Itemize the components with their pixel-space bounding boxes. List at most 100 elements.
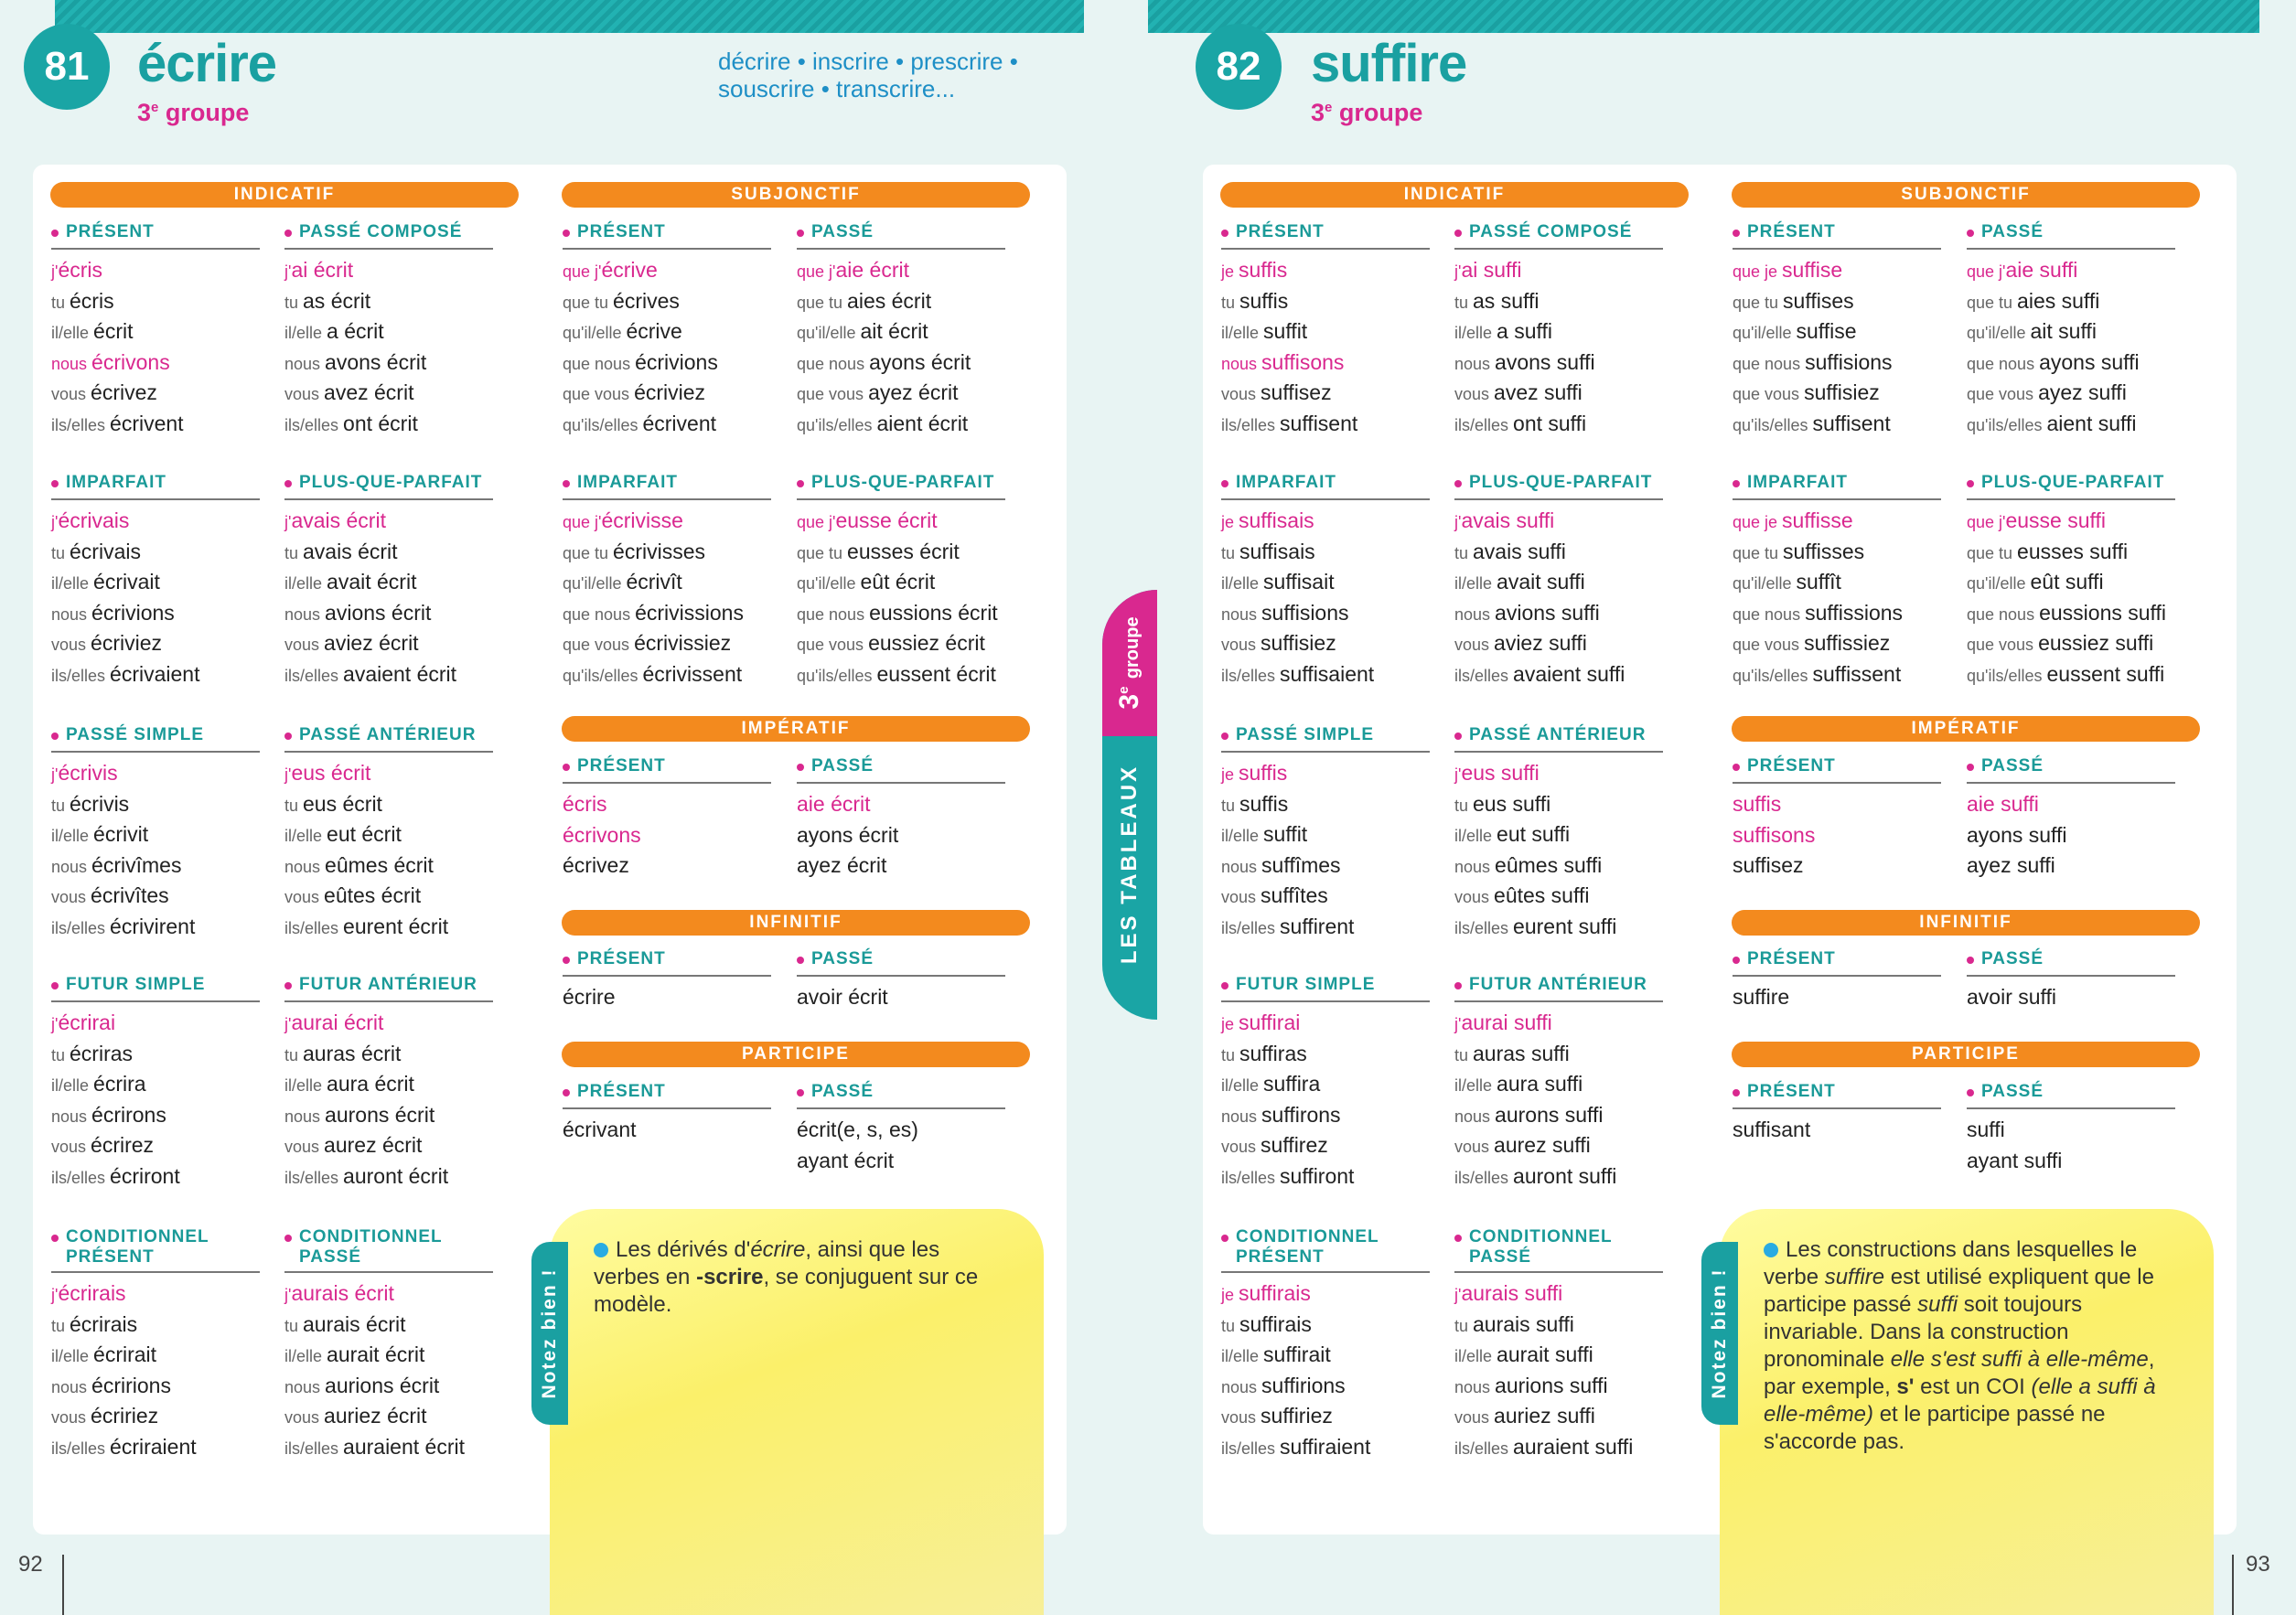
pronoun: j'	[1454, 1015, 1462, 1033]
conjugation-row: tu eus écrit	[284, 789, 493, 820]
verb-form: écrivant	[563, 1118, 637, 1141]
verb-form: aurai écrit	[291, 1011, 384, 1034]
conjugation-row: ils/elles eurent écrit	[284, 912, 493, 943]
pronoun: il/elle	[1221, 827, 1264, 845]
conjugation-row: nous aurons écrit	[284, 1100, 493, 1131]
verb-form: eussent suffi	[2046, 661, 2165, 686]
conjugation-row: ils/elles écriront	[51, 1161, 260, 1193]
conjugation-row: nous écririons	[51, 1371, 260, 1402]
verb-form: ayez écrit	[797, 853, 887, 877]
verb-form: avais suffi	[1473, 539, 1566, 563]
conjugation-row: ils/elles écrivirent	[51, 912, 260, 943]
tense-label: PRÉSENT	[1733, 222, 1941, 250]
tense-label: PASSÉ	[1967, 222, 2175, 250]
pronoun: il/elle	[1221, 324, 1264, 342]
conjugation-row: ils/elles auraient écrit	[284, 1432, 493, 1463]
conjugation-row: que vous écrivissiez	[563, 628, 771, 659]
conjugation-row: suffire	[1733, 982, 1941, 1013]
verb-form: ayez écrit	[868, 380, 959, 404]
verb-form: écrivais	[70, 539, 141, 563]
pronoun: qu'il/elle	[563, 574, 627, 593]
left-page: 81 écrire 3e groupe décrire • inscrire • pr…	[18, 0, 1084, 1615]
pronoun: ils/elles	[1454, 1439, 1514, 1458]
pronoun: j'	[51, 765, 59, 784]
verb-form: eût suffi	[2030, 570, 2104, 594]
conjugation-row: ils/elles auront écrit	[284, 1161, 493, 1193]
conjugation-row: j'avais suffi	[1454, 506, 1663, 537]
conjugation-row: nous eûmes suffi	[1454, 850, 1663, 882]
conjugation-row: ils/elles écrivent	[51, 409, 260, 440]
pronoun: tu	[51, 1316, 70, 1335]
pronoun: tu	[1454, 543, 1474, 562]
tense-block: PLUS-QUE-PARFAIT j'avais suffi tu avais su…	[1454, 473, 1663, 690]
pronoun: nous	[1454, 857, 1496, 876]
pronoun: tu	[1454, 293, 1474, 312]
header-stripe	[55, 0, 1084, 33]
verb-form: écriraient	[110, 1434, 197, 1459]
pronoun: qu'il/elle	[1967, 324, 2031, 342]
conjugation-row: je suffis	[1221, 255, 1430, 286]
tense-label: PRÉSENT	[51, 222, 260, 250]
conjugation-row: nous avions écrit	[284, 598, 493, 629]
verb-form: eussiez écrit	[868, 631, 985, 655]
tense-label: PRÉSENT	[563, 1082, 771, 1109]
verb-form: suffîmes	[1261, 852, 1341, 877]
conjugation-row: il/elle aura suffi	[1454, 1069, 1663, 1100]
conjugation-row: que nous ayons suffi	[1967, 348, 2175, 379]
tense-label: FUTUR ANTÉRIEUR	[1454, 975, 1663, 1002]
verb-form: écrive	[601, 258, 658, 282]
note-text: Les dérivés d'écrire, ainsi que les verb…	[594, 1237, 979, 1317]
pronoun: nous	[51, 857, 92, 876]
pronoun: tu	[1454, 796, 1474, 815]
verb-form: suffiraient	[1280, 1434, 1371, 1459]
verb-form: as écrit	[303, 288, 371, 313]
bullet-dot	[594, 1243, 608, 1257]
side-tab[interactable]: 3e groupe LES TABLEAUX	[1102, 590, 1157, 1020]
conjugation-row: tu eus suffi	[1454, 789, 1663, 820]
verb-form: avait écrit	[327, 570, 417, 594]
pronoun: qu'ils/elles	[563, 666, 643, 685]
conjugation-row: que tu aies écrit	[797, 286, 1005, 317]
conjugation-row: vous suffisez	[1221, 378, 1430, 409]
pronoun: que tu	[1967, 543, 2018, 562]
tense-label: PLUS-QUE-PARFAIT	[797, 473, 1005, 500]
pronoun: j'	[284, 1286, 292, 1304]
tense-block: PASSÉ aie suffi ayons suffi ayez suffi	[1967, 756, 2175, 882]
tense-label: PASSÉ COMPOSÉ	[284, 222, 493, 250]
tense-label: FUTUR SIMPLE	[1221, 975, 1430, 1002]
pronoun: vous	[284, 1408, 325, 1427]
pronoun: qu'il/elle	[797, 324, 861, 342]
conjugation-row: ayons écrit	[797, 820, 1005, 851]
conjugation-row: vous suffîtes	[1221, 881, 1430, 912]
conjugation-row: ayant suffi	[1967, 1146, 2175, 1177]
verb-form: avait suffi	[1497, 570, 1585, 594]
header-stripe	[1148, 0, 2259, 33]
conjugation-row: j'aurais écrit	[284, 1278, 493, 1310]
pronoun: il/elle	[1454, 827, 1497, 845]
tense-label: PASSÉ	[1967, 1082, 2175, 1109]
note-box	[1720, 1209, 2214, 1615]
pronoun: j'	[284, 513, 292, 531]
verb-form: ayez suffi	[2038, 380, 2127, 404]
conjugation-row: suffi	[1967, 1115, 2175, 1146]
verb-form: écrirez	[91, 1133, 155, 1157]
verb-number-badge: 81	[24, 24, 110, 110]
conjugation-row: que nous eussions écrit	[797, 598, 1005, 629]
pronoun: tu	[1221, 1045, 1240, 1064]
verb-form: eusse écrit	[835, 508, 938, 532]
verb-form: suffisez	[1261, 380, 1332, 404]
verb-form: ont suffi	[1513, 411, 1587, 435]
tense-label: PASSÉ	[797, 1082, 1005, 1109]
pronoun: j'	[1454, 262, 1462, 281]
conjugation-row: qu'il/elle suffise	[1733, 316, 1941, 348]
verb-form: suffirais	[1239, 1311, 1312, 1336]
verb-form: auront écrit	[343, 1163, 449, 1188]
verb-form: écrivîtes	[91, 883, 169, 907]
verb-form: aurait écrit	[327, 1342, 425, 1366]
conjugation-row: j'eus écrit	[284, 758, 493, 789]
verb-form: auras suffi	[1473, 1041, 1570, 1065]
section-band-subjonctif: SUBJONCTIF	[562, 182, 1030, 208]
note-box	[550, 1209, 1044, 1615]
pronoun: nous	[51, 1107, 92, 1126]
conjugation-row: vous suffisiez	[1221, 628, 1430, 659]
